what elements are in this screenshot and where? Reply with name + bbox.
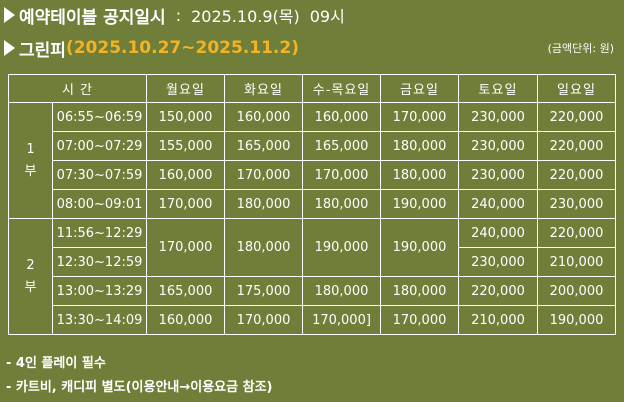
price-cell-wedthu: 165,000 — [303, 132, 381, 161]
price-cell-sat: 230,000 — [459, 103, 538, 132]
price-cell-mon: 160,000 — [147, 306, 225, 335]
period-open-paren: ( — [66, 38, 74, 58]
section-header: 그린피 ( 2025.10.27~2025.11.2 ) — [4, 34, 620, 62]
price-cell-sun: 200,000 — [538, 277, 616, 306]
part-1-suffix: 부 — [25, 164, 37, 179]
price-cell-sun: 220,000 — [538, 219, 616, 248]
table-row: 07:30~07:59 160,000 170,000 170,000 180,… — [9, 161, 616, 190]
time-cell: 13:00~13:29 — [53, 277, 147, 306]
green-fee-table: 시 간 월요일 화요일 수-목요일 금요일 토요일 일요일 1 부 06:55~… — [8, 74, 616, 335]
price-cell-sun: 220,000 — [538, 132, 616, 161]
header-tue: 화요일 — [225, 75, 303, 103]
price-cell-sat: 210,000 — [459, 306, 538, 335]
part-2-suffix: 부 — [25, 280, 37, 295]
price-cell-tue: 170,000 — [225, 161, 303, 190]
merged-price-cell-fri: 190,000 — [381, 219, 459, 277]
price-cell-tue: 180,000 — [225, 190, 303, 219]
price-cell-fri: 180,000 — [381, 161, 459, 190]
table-row: 08:00~09:01 170,000 180,000 180,000 190,… — [9, 190, 616, 219]
footer-note-players: - 4인 플레이 필수 — [6, 352, 106, 371]
price-cell-fri: 190,000 — [381, 190, 459, 219]
price-cell-wedthu: 170,000] — [303, 306, 381, 335]
footer-note-fees: - 카트비, 캐디피 별도(이용안내→이용요금 참조) — [6, 376, 273, 395]
time-cell: 07:30~07:59 — [53, 161, 147, 190]
price-cell-fri: 180,000 — [381, 277, 459, 306]
table-row: 1 부 06:55~06:59 150,000 160,000 160,000 … — [9, 103, 616, 132]
merged-price-cell-tue: 180,000 — [225, 219, 303, 277]
period-close-paren: ) — [291, 38, 299, 58]
part-2-number: 2 — [26, 258, 34, 273]
table-row: 13:00~13:29 165,000 175,000 180,000 180,… — [9, 277, 616, 306]
price-cell-wedthu: 160,000 — [303, 103, 381, 132]
header-mon: 월요일 — [147, 75, 225, 103]
price-cell-tue: 165,000 — [225, 132, 303, 161]
time-header: 시 간 — [9, 75, 147, 103]
part-2-label: 2 부 — [9, 219, 53, 335]
notice-date: 2025.10.9(목) — [191, 3, 300, 27]
price-cell-tue: 170,000 — [225, 306, 303, 335]
merged-price-cell-wedthu: 190,000 — [303, 219, 381, 277]
header-wedthu: 수-목요일 — [303, 75, 381, 103]
price-cell-mon: 150,000 — [147, 103, 225, 132]
price-cell-sat: 240,000 — [459, 190, 538, 219]
header-sun: 일요일 — [538, 75, 616, 103]
time-cell: 12:30~12:59 — [53, 248, 147, 277]
price-cell-sat: 240,000 — [459, 219, 538, 248]
price-cell-mon: 170,000 — [147, 190, 225, 219]
price-cell-sat: 230,000 — [459, 132, 538, 161]
price-cell-fri: 170,000 — [381, 306, 459, 335]
price-cell-mon: 155,000 — [147, 132, 225, 161]
price-cell-wedthu: 180,000 — [303, 277, 381, 306]
price-cell-tue: 160,000 — [225, 103, 303, 132]
table-row: 2 부 11:56~12:29 170,000 180,000 190,000 … — [9, 219, 616, 248]
triangle-bullet-icon — [4, 40, 15, 56]
time-cell: 07:00~07:29 — [53, 132, 147, 161]
part-1-label: 1 부 — [9, 103, 53, 219]
price-cell-tue: 175,000 — [225, 277, 303, 306]
table-header-row: 시 간 월요일 화요일 수-목요일 금요일 토요일 일요일 — [9, 75, 616, 103]
price-cell-wedthu: 170,000 — [303, 161, 381, 190]
price-cell-sun: 220,000 — [538, 103, 616, 132]
notice-time: 09시 — [310, 3, 345, 27]
merged-price-cell-mon: 170,000 — [147, 219, 225, 277]
triangle-bullet-icon — [4, 7, 15, 23]
part-1-number: 1 — [26, 142, 34, 157]
time-cell: 08:00~09:01 — [53, 190, 147, 219]
price-cell-sun: 220,000 — [538, 161, 616, 190]
table-row: 13:30~14:09 160,000 170,000 170,000] 170… — [9, 306, 616, 335]
table-row: 07:00~07:29 155,000 165,000 165,000 180,… — [9, 132, 616, 161]
price-cell-mon: 165,000 — [147, 277, 225, 306]
price-cell-sat: 230,000 — [459, 161, 538, 190]
price-cell-wedthu: 180,000 — [303, 190, 381, 219]
price-cell-fri: 180,000 — [381, 132, 459, 161]
header-sat: 토요일 — [459, 75, 538, 103]
price-cell-sun: 190,000 — [538, 306, 616, 335]
unit-note: (금액단위: 원) — [548, 40, 614, 56]
time-cell: 06:55~06:59 — [53, 103, 147, 132]
price-cell-sat: 230,000 — [459, 248, 538, 277]
time-cell: 13:30~14:09 — [53, 306, 147, 335]
header-colon: : — [176, 6, 181, 25]
price-cell-sat: 220,000 — [459, 277, 538, 306]
reservation-label: 예약테이블 공지일시 — [19, 3, 166, 28]
notice-header: 예약테이블 공지일시 : 2025.10.9(목) 09시 — [4, 2, 345, 28]
course-name: 그린피 — [19, 36, 66, 61]
price-cell-mon: 160,000 — [147, 161, 225, 190]
price-cell-fri: 170,000 — [381, 103, 459, 132]
price-cell-sun: 210,000 — [538, 248, 616, 277]
header-fri: 금요일 — [381, 75, 459, 103]
period-dates: 2025.10.27~2025.11.2 — [74, 38, 292, 58]
time-cell: 11:56~12:29 — [53, 219, 147, 248]
price-cell-sun: 230,000 — [538, 190, 616, 219]
